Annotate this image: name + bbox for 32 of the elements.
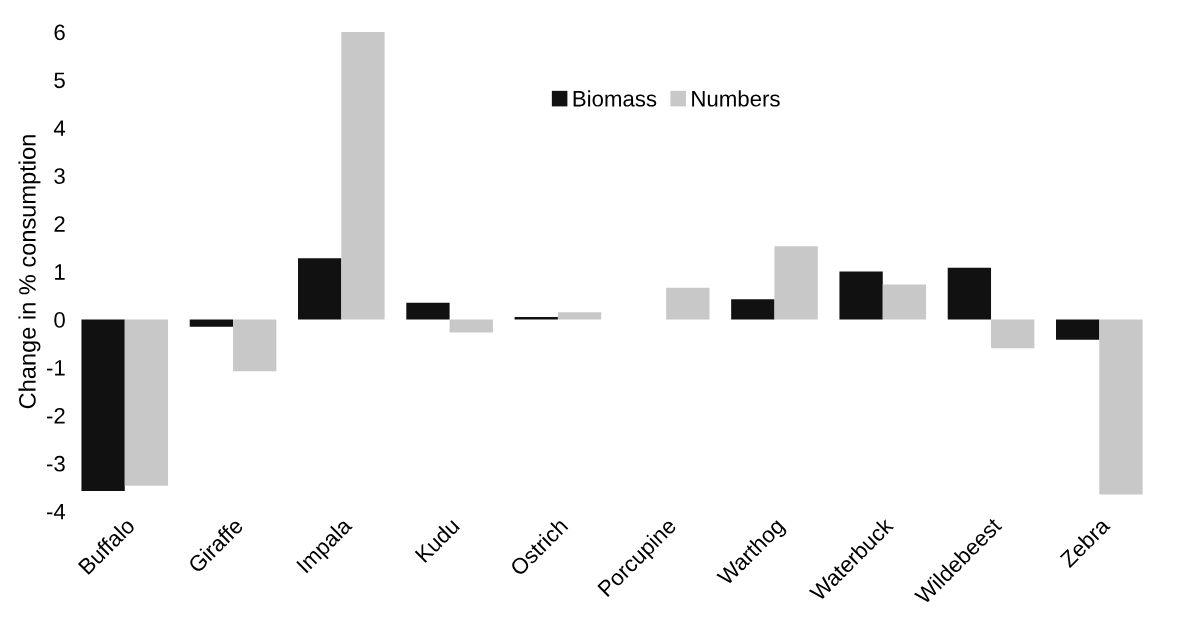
y-tick-label: -2	[46, 407, 65, 424]
bar	[991, 319, 1035, 349]
bar	[298, 258, 342, 320]
bar	[882, 284, 927, 320]
legend-label: Biomass	[573, 90, 657, 107]
bar	[839, 271, 883, 320]
y-tick-label: 4	[53, 120, 66, 136]
y-tick-label: 5	[54, 72, 65, 89]
y-tick-label: -1	[46, 360, 65, 376]
bar	[341, 31, 385, 320]
y-tick-label: 3	[54, 168, 65, 184]
y-tick-label: -3	[46, 455, 65, 472]
bar	[81, 319, 125, 492]
bar	[449, 319, 493, 333]
y-tick-label: 6	[54, 24, 65, 41]
bar	[731, 299, 775, 320]
bar	[406, 302, 450, 320]
y-tick-label: 0	[54, 312, 65, 328]
bar	[947, 267, 992, 320]
bar	[1056, 319, 1100, 340]
bar	[666, 287, 710, 320]
y-tick-label: 1	[55, 264, 65, 280]
y-tick-label: 2	[54, 216, 65, 232]
bar	[774, 246, 818, 320]
bar	[124, 319, 169, 486]
y-tick-label: -4	[46, 503, 66, 520]
bar	[189, 319, 234, 327]
bar	[233, 319, 277, 372]
bar	[557, 312, 602, 320]
y-axis-title: Change in % consumption	[18, 135, 41, 409]
bar	[1099, 319, 1143, 495]
legend-label: Numbers	[692, 90, 780, 107]
